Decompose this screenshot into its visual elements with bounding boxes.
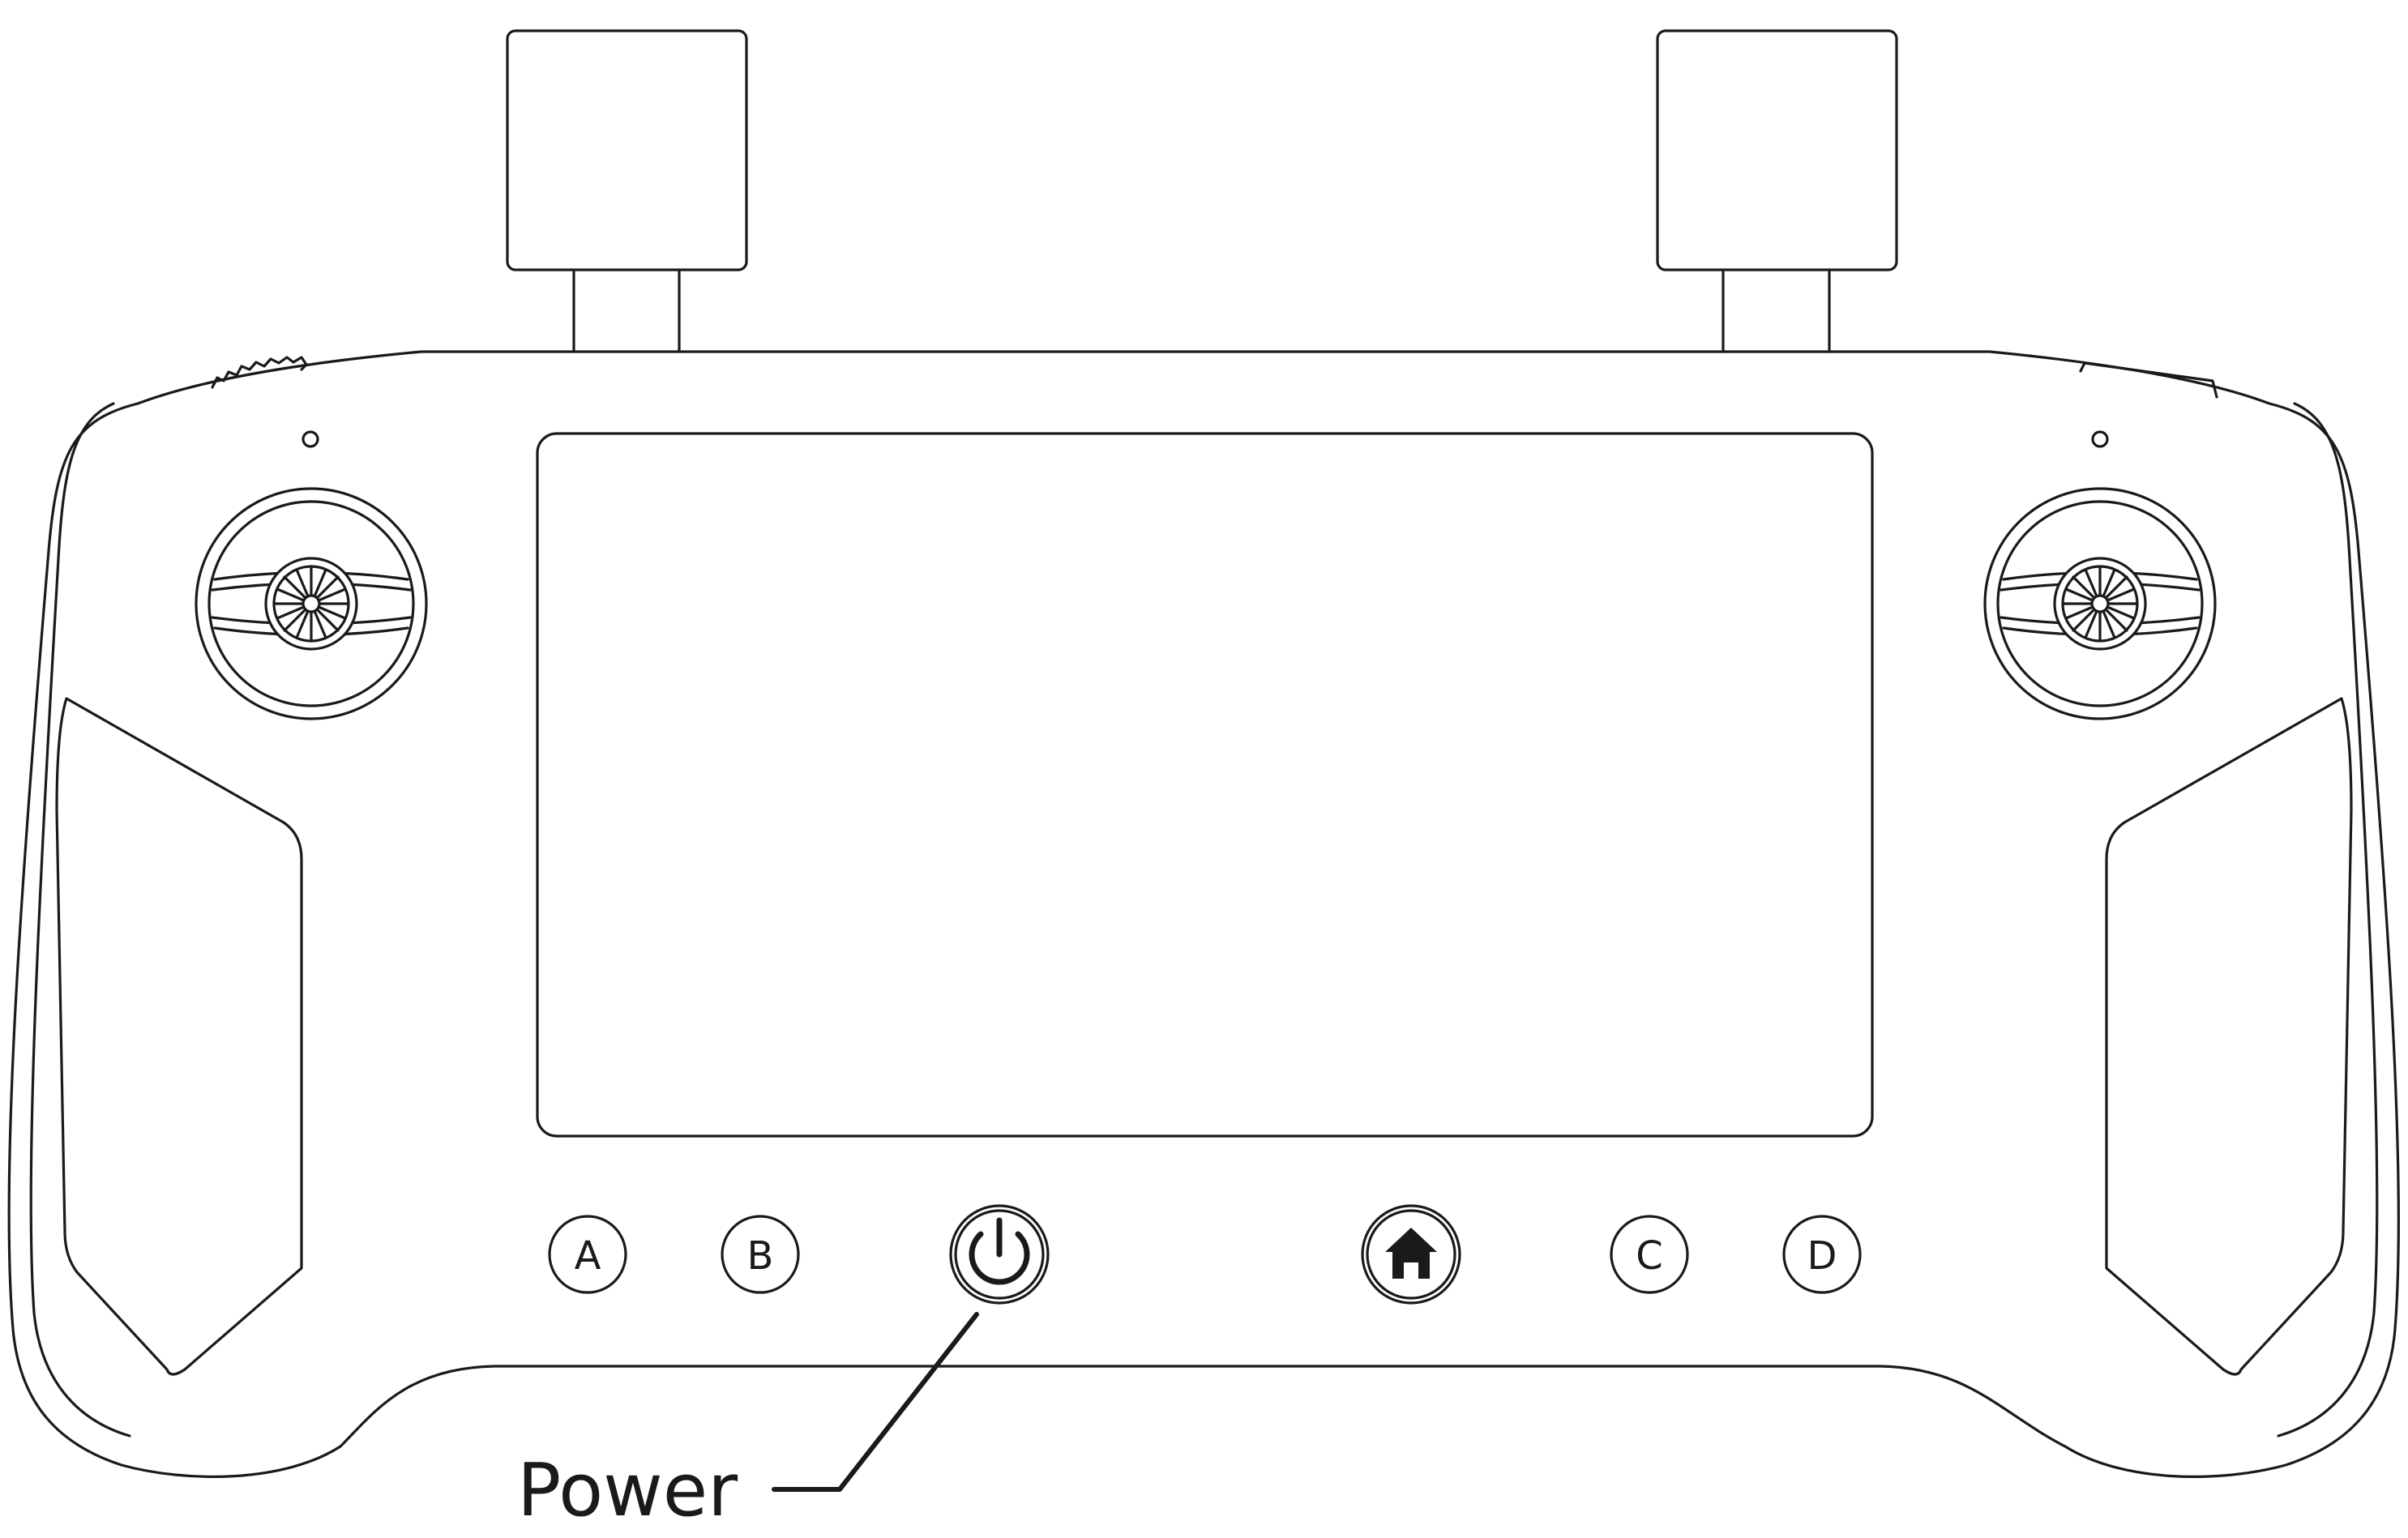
touch-screen[interactable] [536, 432, 1874, 1138]
power-icon [969, 1217, 1030, 1285]
right-stick-spokes [2061, 565, 2139, 643]
controller-body [7, 350, 2401, 1478]
dial-wheel [211, 356, 308, 389]
right-shoulder-button [2079, 361, 2218, 399]
button-a[interactable]: A [548, 1215, 627, 1294]
power-callout-label: Power [517, 1448, 738, 1533]
button-d[interactable]: D [1782, 1215, 1862, 1294]
button-b-label: B [747, 1233, 774, 1279]
button-c-label: C [1636, 1233, 1663, 1279]
button-a-label: A [575, 1233, 601, 1279]
home-icon [1385, 1228, 1437, 1279]
right-antenna [1656, 29, 1898, 353]
power-leader-line [772, 1312, 979, 1492]
button-b[interactable]: B [721, 1215, 800, 1294]
left-stick-spokes [272, 565, 350, 643]
controller-body-inner-rim [29, 402, 2379, 1438]
home-button[interactable] [1361, 1204, 1461, 1305]
left-antenna [506, 29, 748, 353]
power-callout: Power [517, 1312, 979, 1533]
left-indicator-led [302, 430, 319, 448]
button-c[interactable]: C [1610, 1215, 1689, 1294]
power-button[interactable] [949, 1204, 1050, 1305]
right-indicator-led [2091, 430, 2109, 448]
left-control-stick[interactable] [195, 487, 428, 720]
right-grip [2105, 697, 2353, 1376]
button-d-label: D [1807, 1233, 1837, 1279]
right-control-stick[interactable] [1983, 487, 2217, 720]
left-grip [55, 697, 303, 1376]
